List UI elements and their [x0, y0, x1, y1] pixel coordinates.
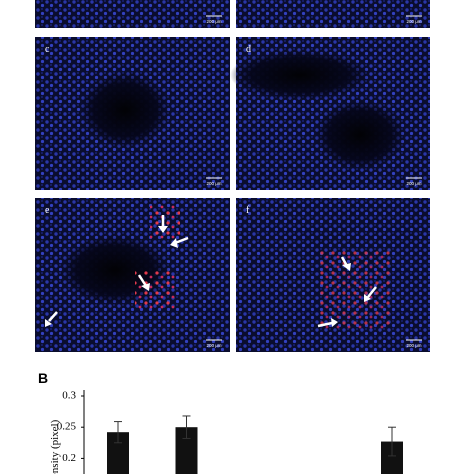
stained-cells [150, 205, 180, 240]
y-axis-label: Intensity (pixel) [49, 419, 61, 474]
bar [175, 427, 198, 474]
lumen [80, 72, 170, 148]
lumen [315, 100, 405, 170]
bar [381, 441, 403, 474]
scale-bar-label: 200 μm [206, 181, 221, 186]
micrograph [236, 0, 430, 28]
panel-label: d [246, 44, 251, 55]
stained-cells [135, 270, 175, 310]
error-bar [182, 415, 191, 439]
error-bar [114, 421, 122, 444]
scale-bar-label: 200 μm [406, 19, 421, 24]
scale-bar-label: 200 μm [206, 19, 221, 24]
y-tick-label: 0.25 [57, 421, 77, 433]
scale-bar-label: 200 μm [406, 181, 421, 186]
y-tick-label: 0.3 [62, 390, 76, 402]
error-bar [388, 426, 396, 457]
panel-label: e [45, 205, 50, 216]
scale-bar-label: 200 μm [206, 343, 221, 348]
stained-cells [320, 250, 390, 330]
panel-label: c [45, 44, 50, 55]
y-tick-label: 0.2 [62, 452, 76, 464]
figure-label: B [38, 370, 48, 386]
scale-bar-label: 200 μm [406, 343, 421, 348]
micrograph [35, 0, 230, 28]
panel-label: f [246, 205, 250, 216]
lumen [230, 50, 370, 100]
arrows [45, 215, 377, 328]
micrographs [35, 0, 430, 352]
bar [107, 432, 129, 474]
